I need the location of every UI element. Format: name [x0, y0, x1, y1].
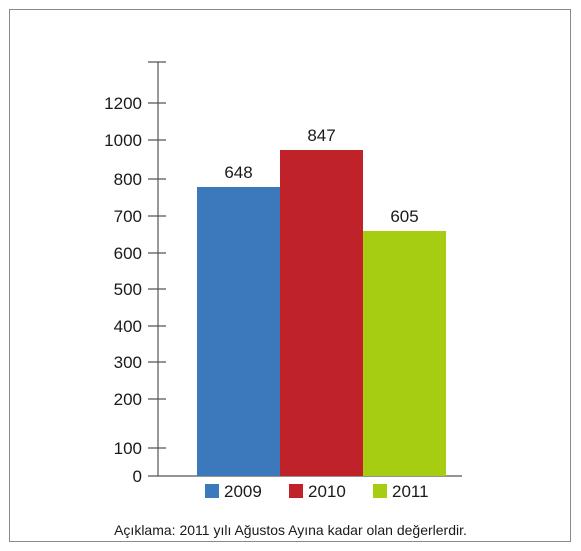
y-tick-label: 800 [114, 170, 142, 189]
y-tick-label: 400 [114, 317, 142, 336]
y-tick-label: 200 [114, 390, 142, 409]
footnote: Açıklama: 2011 yılı Ağustos Ayına kadar … [114, 522, 467, 538]
y-tick-label: 300 [114, 353, 142, 372]
legend: 2009 2010 2011 [205, 482, 429, 501]
y-tick-label: 600 [114, 244, 142, 263]
bar-2011 [363, 231, 446, 476]
legend-label-2011: 2011 [392, 482, 429, 501]
y-tick-label: 1000 [104, 131, 142, 150]
y-tick-label: 500 [114, 280, 142, 299]
legend-swatch-2011 [373, 484, 387, 498]
y-tick-label: 100 [114, 439, 142, 458]
y-tick-label: 0 [133, 467, 142, 486]
legend-swatch-2010 [289, 484, 303, 498]
bar-2010 [280, 150, 363, 476]
y-tick-label: 700 [114, 207, 142, 226]
data-label-2011: 605 [390, 207, 418, 226]
bars: 648 847 605 [197, 126, 446, 476]
bar-2009 [197, 187, 280, 476]
data-label-2010: 847 [307, 126, 335, 145]
legend-label-2010: 2010 [308, 482, 346, 501]
legend-swatch-2009 [205, 484, 219, 498]
legend-label-2009: 2009 [224, 482, 262, 501]
data-label-2009: 648 [224, 163, 252, 182]
y-tick-label: 1200 [104, 94, 142, 113]
